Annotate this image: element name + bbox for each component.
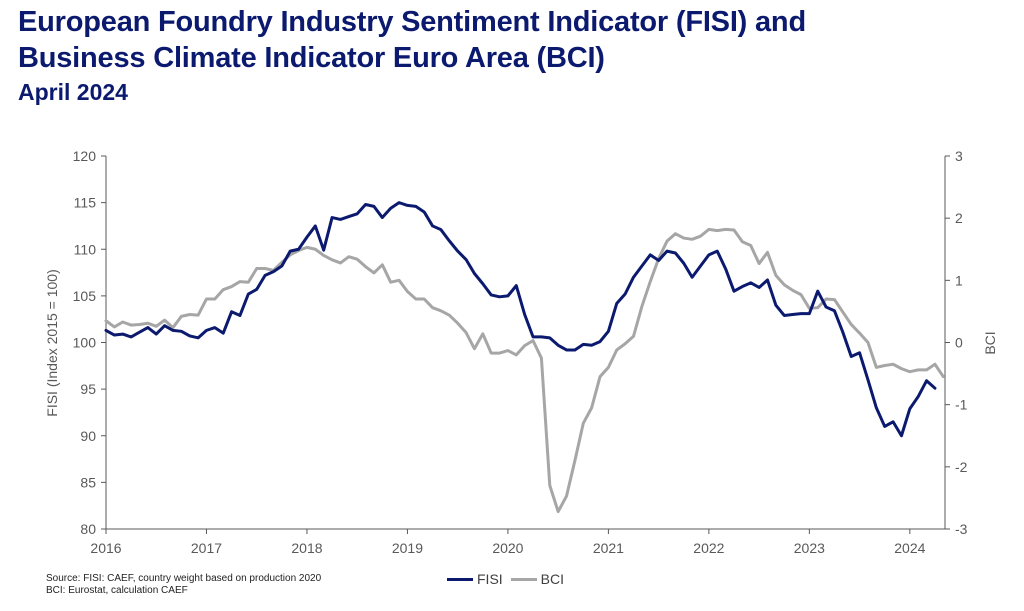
y-right-tick-label: 3 [955,148,963,164]
x-tick-label: 2020 [492,540,523,556]
chart-legend: FISI BCI [447,571,572,587]
series-line-bci [104,227,945,514]
chart-series [104,201,945,514]
source-line-2: BCI: Eurostat, calculation CAEF [46,585,188,596]
chart-title-block: European Foundry Industry Sentiment Indi… [18,4,806,107]
legend-item-fisi: FISI [447,571,503,587]
y-left-tick-label: 105 [73,288,97,304]
y-right-tick-label: 1 [955,272,963,288]
y-left-tick-label: 90 [80,428,96,444]
x-tick-label: 2016 [90,540,121,556]
y-left-tick-label: 120 [73,148,97,164]
y-left-tick-label: 80 [80,521,96,537]
chart-subtitle: April 2024 [18,79,128,105]
legend-label-bci: BCI [540,571,565,587]
series-line-fisi [104,201,937,438]
legend-label-fisi: FISI [477,571,503,587]
chart-axes: 80 85 90 95 100 105 110 115 120 -3 -2 -1 0 1 2 3 2016 201… [73,148,968,556]
x-tick-label: 2024 [894,540,925,556]
chart-title-line-2: Business Climate Indicator Euro Area (BC… [18,42,605,74]
x-tick-label: 2023 [794,540,825,556]
legend-item-bci: BCI [510,571,565,587]
x-tick-label: 2022 [693,540,724,556]
y-left-tick-label: 100 [73,335,97,351]
x-tick-label: 2021 [593,540,624,556]
y-right-tick-label: -3 [955,521,968,537]
x-tick-label: 2018 [291,540,322,556]
y-right-tick-label: 0 [955,335,963,351]
y-left-tick-label: 110 [74,241,97,257]
y-left-tick-label: 115 [74,195,97,211]
y-axis-right-label: BCI [982,331,998,354]
source-note: Source: FISI: CAEF, country weight based… [46,573,321,597]
legend-swatch-fisi [447,577,473,581]
x-tick-label: 2019 [392,540,423,556]
x-tick-label: 2017 [191,540,222,556]
y-left-tick-label: 85 [80,474,96,490]
y-right-tick-label: -2 [955,459,968,475]
source-line-1: Source: FISI: CAEF, country weight based… [46,573,322,584]
y-right-tick-label: 2 [955,210,963,226]
y-left-tick-label: 95 [80,381,96,397]
y-right-tick-label: -1 [955,397,968,413]
legend-swatch-bci [510,577,537,581]
y-axis-left-label: FISI (Index 2015 = 100) [44,269,60,416]
chart-title-line-1: European Foundry Industry Sentiment Indi… [18,6,806,38]
